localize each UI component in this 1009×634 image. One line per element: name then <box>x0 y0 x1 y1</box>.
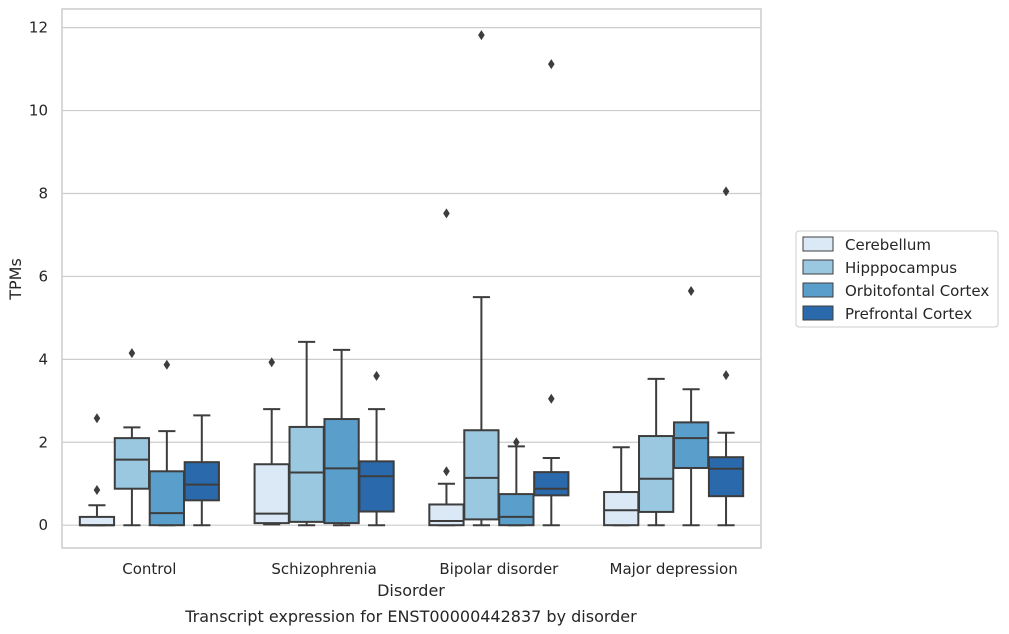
x-tick-label: Major depression <box>610 560 738 578</box>
y-tick-label: 12 <box>29 19 48 37</box>
box-1-2 <box>463 30 500 527</box>
box-body <box>323 418 360 525</box>
y-tick-label: 6 <box>38 267 48 285</box>
legend-swatch <box>802 305 834 321</box>
box-body <box>148 470 185 527</box>
gridlines <box>62 27 761 526</box>
outlier-point <box>478 30 485 41</box>
outlier-point <box>268 357 275 368</box>
box-1-1 <box>288 340 325 527</box>
outlier-point <box>687 285 695 296</box>
y-tick-label: 8 <box>38 185 48 203</box>
legend-entry: Orbitofontal Cortex <box>845 282 989 300</box>
legend-swatch <box>802 236 834 252</box>
box-0-1 <box>253 357 290 526</box>
box-3-1 <box>358 370 395 527</box>
box-3-3 <box>707 186 745 527</box>
box-body <box>78 515 116 527</box>
chart-caption: Transcript expression for ENST0000044283… <box>184 607 637 626</box>
box-0-2 <box>428 208 465 527</box>
box-1-0 <box>113 348 151 527</box>
box-body <box>533 471 570 497</box>
box-plot-marks <box>78 30 745 527</box>
legend-entry: Hipppocampus <box>845 259 957 277</box>
box-body <box>428 503 465 527</box>
outlier-point <box>443 208 450 219</box>
outlier-point <box>443 466 450 477</box>
outlier-point <box>93 484 101 495</box>
plot-frame <box>61 8 762 549</box>
x-tick-label: Schizophrenia <box>271 560 376 578</box>
legend: Cerebellum Hipppocampus Orbitofontal Corte… <box>795 230 999 328</box>
legend-entry: Cerebellum <box>845 236 931 254</box>
outlier-point <box>548 393 555 404</box>
box-0-3 <box>603 446 640 527</box>
y-axis-label: TPMs <box>6 258 25 301</box>
legend-frame <box>795 230 999 328</box>
y-tick-label: 0 <box>38 516 48 534</box>
outlier-point <box>163 359 171 370</box>
legend-entry: Prefrontal Cortex <box>845 305 972 323</box>
box-body <box>672 421 710 469</box>
box-body <box>707 456 745 498</box>
legend-swatch <box>802 259 834 275</box>
outlier-point <box>513 437 520 448</box>
box-2-1 <box>323 348 360 527</box>
x-tick-label: Bipolar disorder <box>439 560 559 578</box>
y-tick-label: 4 <box>38 350 48 368</box>
box-1-3 <box>638 377 675 527</box>
box-2-2 <box>498 437 535 527</box>
y-tick-label: 10 <box>29 102 48 120</box>
y-tick-label: 2 <box>38 433 48 451</box>
x-tick-label: Control <box>122 560 176 578</box>
box-body <box>603 491 640 527</box>
box-3-0 <box>183 414 220 527</box>
legend-swatch <box>802 282 834 298</box>
outlier-point <box>93 413 101 424</box>
box-body <box>113 437 151 490</box>
box-0-0 <box>78 413 116 527</box>
outlier-point <box>128 348 136 359</box>
box-3-2 <box>533 59 570 527</box>
box-2-0 <box>148 359 185 527</box>
box-body <box>358 460 395 513</box>
x-axis-ticks: Control Schizophrenia Bipolar disorder Majo… <box>122 560 737 578</box>
box-body <box>498 493 535 527</box>
outlier-point <box>722 186 730 197</box>
outlier-point <box>548 59 555 70</box>
box-body <box>183 461 220 502</box>
box-body <box>288 425 325 523</box>
box-body <box>638 435 675 513</box>
y-axis-ticks: 0 2 4 6 8 10 12 <box>29 19 48 535</box>
x-axis-label: Disorder <box>377 581 445 600</box>
outlier-point <box>722 370 730 381</box>
outlier-point <box>373 370 380 381</box>
box-2-3 <box>672 285 710 527</box>
box-body <box>463 429 500 521</box>
